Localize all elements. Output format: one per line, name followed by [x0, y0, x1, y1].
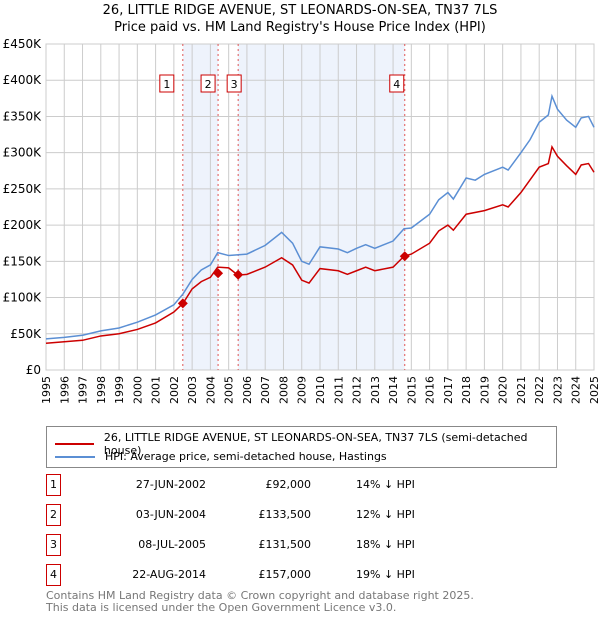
sale-number-badge: 4: [46, 564, 61, 586]
sale-price: £133,500: [258, 508, 312, 521]
sale-point: [177, 298, 188, 309]
y-tick-label: £400K: [3, 73, 43, 87]
y-tick-label: £150K: [3, 254, 43, 268]
x-tick-label: 2015: [405, 376, 418, 404]
x-tick-label: 2016: [424, 376, 437, 404]
sale-price: £131,500: [258, 538, 312, 551]
y-tick-label: £0: [26, 363, 41, 377]
sale-label-box: [389, 74, 405, 93]
y-tick-label: £200K: [3, 218, 43, 232]
ownership-shade: [182, 44, 219, 370]
legend-swatch: [55, 443, 94, 445]
x-tick-label: 2020: [497, 376, 510, 404]
sale-price: £92,000: [265, 478, 312, 491]
footer-licence: This data is licensed under the Open Gov…: [46, 601, 397, 614]
x-tick-label: 2019: [478, 376, 491, 404]
legend-label: 26, LITTLE RIDGE AVENUE, ST LEONARDS-ON-…: [103, 431, 528, 457]
x-tick-label: 2025: [588, 376, 600, 404]
sale-label-number: 1: [163, 78, 170, 91]
legend-item-hpi: HPI: Average price, semi-detached house,…: [55, 450, 387, 463]
legend-swatch: [55, 455, 95, 458]
sale-number-badge: 3: [46, 534, 61, 556]
x-tick-label: 1997: [77, 376, 90, 404]
x-tick-label: 2003: [186, 376, 199, 404]
sale-label-number: 2: [205, 78, 212, 91]
x-tick-label: 1998: [95, 376, 108, 404]
x-tick-label: 1999: [113, 376, 126, 404]
y-tick-label: £350K: [3, 109, 43, 123]
sale-label-box: [226, 74, 242, 93]
sale-label-box: [159, 74, 175, 93]
x-tick-label: 2008: [277, 376, 290, 404]
x-tick-label: 2000: [131, 376, 144, 404]
plot-area: 1995 1996 1997 1998 1999 2000 2001 2002 2003 2004…: [3, 37, 600, 404]
x-tick-label: 2006: [241, 376, 254, 404]
sale-label-number: 3: [231, 78, 238, 91]
legend: 26, LITTLE RIDGE AVENUE, ST LEONARDS-ON-…: [46, 426, 557, 468]
ownership-shade: [238, 44, 405, 370]
sale-date: 27-JUN-2002: [135, 478, 206, 491]
sale-hpi-diff: 18% ↓ HPI: [356, 538, 415, 551]
sale-point: [233, 269, 244, 280]
sale-price: £157,000: [258, 568, 312, 581]
y-tick-label: £100K: [3, 291, 43, 305]
y-tick-label: £50K: [10, 327, 42, 341]
footer-copyright: Contains HM Land Registry data © Crown c…: [46, 589, 474, 602]
sale-hpi-diff: 12% ↓ HPI: [356, 508, 415, 521]
chart-title: 26, LITTLE RIDGE AVENUE, ST LEONARDS-ON-…: [102, 3, 498, 18]
x-tick-label: 2009: [296, 376, 309, 404]
x-tick-label: 2005: [223, 376, 236, 404]
legend-item-property: 26, LITTLE RIDGE AVENUE, ST LEONARDS-ON-…: [55, 431, 556, 457]
sale-number-badge: 1: [46, 474, 61, 496]
y-tick-label: £250K: [3, 182, 43, 196]
sale-date: 03-JUN-2004: [135, 508, 206, 521]
x-tick-label: 2024: [570, 376, 583, 404]
sale-label-box: [200, 74, 216, 93]
sale-number-badge: 2: [46, 504, 61, 526]
sale-point: [399, 251, 410, 262]
x-tick-label: 1995: [40, 376, 53, 404]
x-tick-label: 2001: [150, 376, 163, 404]
hpi-line: [45, 93, 595, 340]
x-tick-label: 2002: [168, 376, 181, 404]
x-tick-label: 2014: [387, 376, 400, 404]
x-tick-label: 2023: [551, 376, 564, 404]
y-tick-label: £300K: [3, 146, 43, 160]
x-tick-label: 2007: [259, 376, 272, 404]
x-tick-label: 2018: [460, 376, 473, 404]
sale-label-number: 4: [393, 78, 400, 91]
x-tick-label: 1996: [58, 376, 71, 404]
x-tick-label: 2017: [442, 376, 455, 404]
plot-border: [45, 43, 595, 371]
x-tick-label: 2022: [533, 376, 546, 404]
sale-hpi-diff: 14% ↓ HPI: [356, 478, 415, 491]
x-tick-label: 2021: [515, 376, 528, 404]
x-tick-label: 2012: [351, 376, 364, 404]
x-tick-label: 2010: [314, 376, 327, 404]
x-tick-label: 2011: [332, 376, 345, 404]
sale-hpi-diff: 19% ↓ HPI: [356, 568, 415, 581]
sale-date: 08-JUL-2005: [138, 538, 206, 551]
legend-label: HPI: Average price, semi-detached house,…: [105, 450, 387, 463]
sale-point: [213, 268, 224, 279]
y-tick-label: £450K: [3, 37, 43, 51]
x-tick-label: 2004: [204, 376, 217, 404]
x-tick-label: 2013: [369, 376, 382, 404]
sale-date: 22-AUG-2014: [132, 568, 206, 581]
chart-subtitle: Price paid vs. HM Land Registry's House …: [114, 20, 486, 35]
